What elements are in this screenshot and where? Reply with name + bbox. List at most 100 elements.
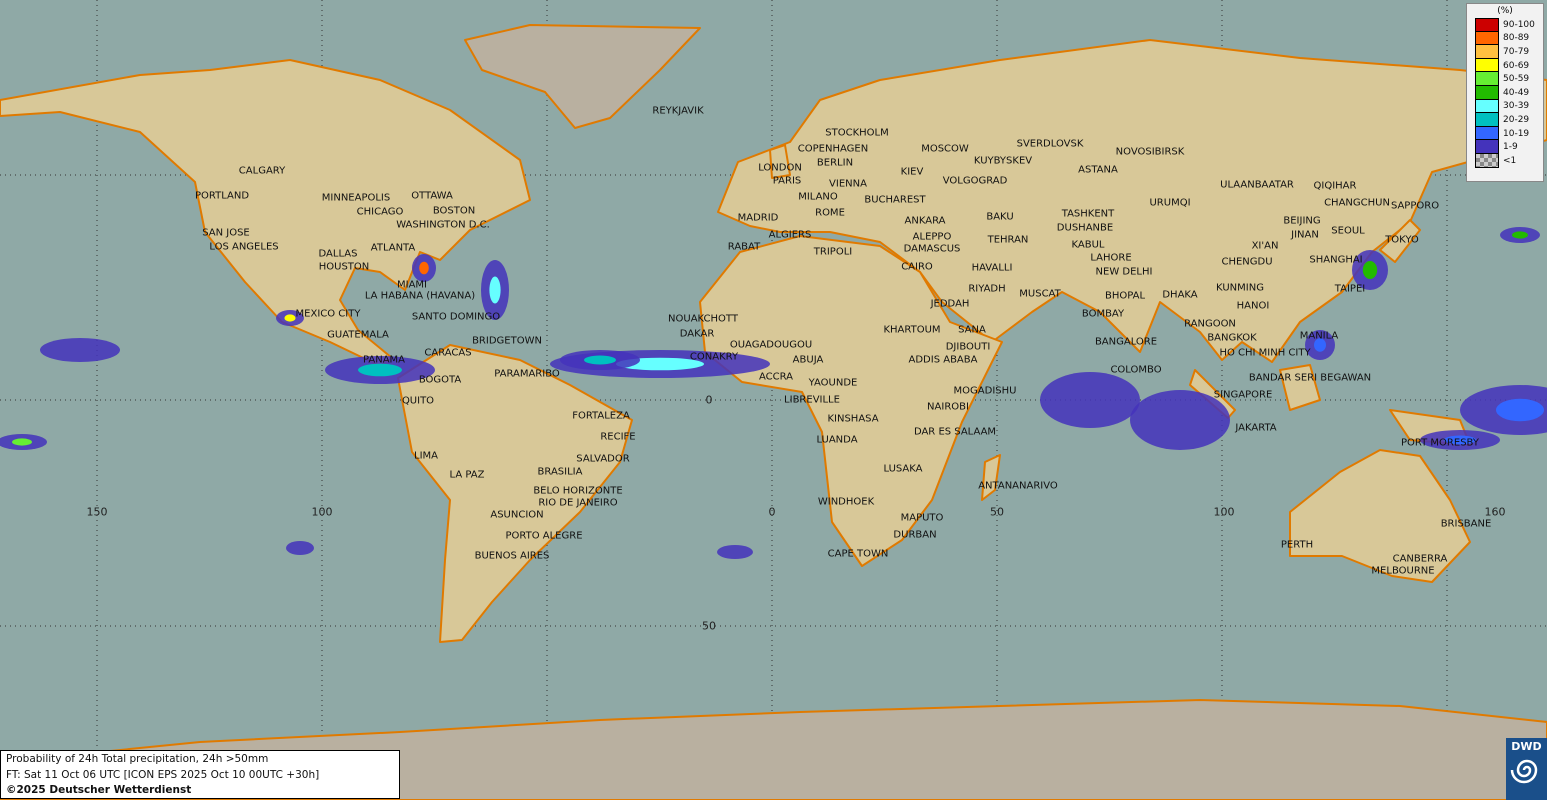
legend-label: 80-89 [1503,33,1530,44]
city-label: QUITO [401,395,435,407]
eurasia-landmass [717,39,1547,363]
legend-label: 70-79 [1503,46,1530,57]
legend-label: 90-100 [1503,19,1535,30]
legend-swatch [1475,72,1499,86]
city-label: BANDAR SERI BEGAWAN [1248,372,1372,384]
map-title: Probability of 24h Total precipitation, … [6,753,269,765]
legend-swatch [1475,45,1499,59]
city-label: DAKAR [679,328,715,340]
city-label: STOCKHOLM [825,127,889,139]
longitude-label: 50 [990,505,1004,519]
legend-swatch [1475,18,1499,32]
legend-item: <1 [1467,153,1543,168]
city-label: MOGADISHU [953,385,1017,397]
city-label: DJIBOUTI [945,341,991,353]
city-label: BANGALORE [1094,336,1158,348]
city-label: JEDDAH [930,298,970,310]
longitude-label: 100 [311,505,333,519]
city-label: MIAMI [397,279,427,291]
city-label: SAPPORO [1390,200,1440,212]
color-legend: (%) 90-100 80-89 70-79 60-69 50-59 40-49 30-39… [1466,3,1544,182]
city-label: DUSHANBE [1056,222,1114,234]
city-label: ULAANBAATAR [1220,179,1294,191]
city-label: PERTH [1280,539,1314,551]
city-label: MAPUTO [900,512,944,524]
precip-core [419,261,429,275]
madagascar-landmass [981,454,1001,501]
city-label: WINDHOEK [817,496,875,508]
city-label: MEXICO CITY [295,308,361,320]
city-label: CALGARY [238,165,286,177]
uk-landmass [769,144,791,179]
city-label: JINAN [1291,229,1319,241]
legend-label: 1-9 [1503,142,1518,153]
city-label: LUANDA [816,434,858,446]
city-label: PORTLAND [194,190,250,202]
city-label: OUAGADOUGOU [729,339,813,351]
city-label: RABAT [727,241,761,253]
latitude-label: 50 [702,619,716,633]
legend-swatch [1475,85,1499,100]
city-label: CAPE TOWN [827,548,889,560]
city-label: MILANO [798,191,838,203]
city-label: ACCRA [758,371,794,383]
precip-core [12,438,32,446]
legend-label: <1 [1503,155,1517,166]
city-label: MELBOURNE [1371,565,1435,577]
city-label: ADDIS ABABA [908,354,978,366]
city-label: KIEV [900,166,924,178]
city-label: DHAKA [1162,289,1198,301]
australia-landmass [1289,449,1471,583]
logo-text: DWD [1511,740,1542,753]
city-label: TAIPEI [1334,283,1366,295]
city-label: SVERDLOVSK [1016,138,1084,150]
city-label: SINGAPORE [1213,389,1273,401]
longitude-label: 0 [768,505,776,519]
city-label: NOVOSIBIRSK [1115,146,1185,158]
city-label: HAVALLI [971,262,1013,274]
city-label: SHANGHAI [1309,254,1363,266]
city-label: NOUAKCHOTT [668,313,738,325]
city-label: BRISBANE [1440,518,1492,530]
longitude-label: 150 [86,505,108,519]
city-label: LA PAZ [449,469,485,481]
legend-label: 10-19 [1503,128,1530,139]
north-america-landmass [0,59,531,367]
city-label: RECIFE [600,431,636,443]
city-label: TOKYO [1385,234,1419,246]
precip-core [1512,231,1528,239]
longitude-label: 100 [1213,505,1235,519]
city-label: PARAMARIBO [494,368,560,380]
city-label: DAMASCUS [903,243,961,255]
city-label: TRIPOLI [813,246,853,258]
city-label: NEW DELHI [1095,266,1153,278]
city-label: BOSTON [432,205,476,217]
city-label: MOSCOW [921,143,969,155]
city-label: ALGIERS [768,229,812,241]
city-label: BHOPAL [1104,290,1146,302]
legend-swatch [1475,113,1499,127]
city-label: NAIROBI [927,401,969,413]
city-label: ANKARA [904,215,946,227]
latitude-label: 0 [705,393,713,407]
city-label: MUSCAT [1019,288,1061,300]
city-label: CANBERRA [1392,553,1448,565]
city-label: ANTANANARIVO [978,480,1058,492]
city-label: KHARTOUM [883,324,941,336]
longitude-label: 160 [1484,505,1506,519]
city-label: YAOUNDE [808,377,858,389]
city-label: MADRID [737,212,779,224]
city-label: ATLANTA [370,242,416,254]
city-label: ASUNCION [490,509,544,521]
city-label: QIQIHAR [1313,180,1357,192]
precip-core [1314,338,1326,352]
city-label: KUYBYSKEV [973,155,1033,167]
city-label: KUNMING [1216,282,1264,294]
city-label: XI'AN [1251,240,1279,252]
precip-core [1362,261,1378,279]
legend-label: 40-49 [1503,87,1530,98]
city-label: LAHORE [1090,252,1132,264]
city-label: PORT MORESBY [1401,437,1479,449]
city-label: DALLAS [318,248,358,260]
